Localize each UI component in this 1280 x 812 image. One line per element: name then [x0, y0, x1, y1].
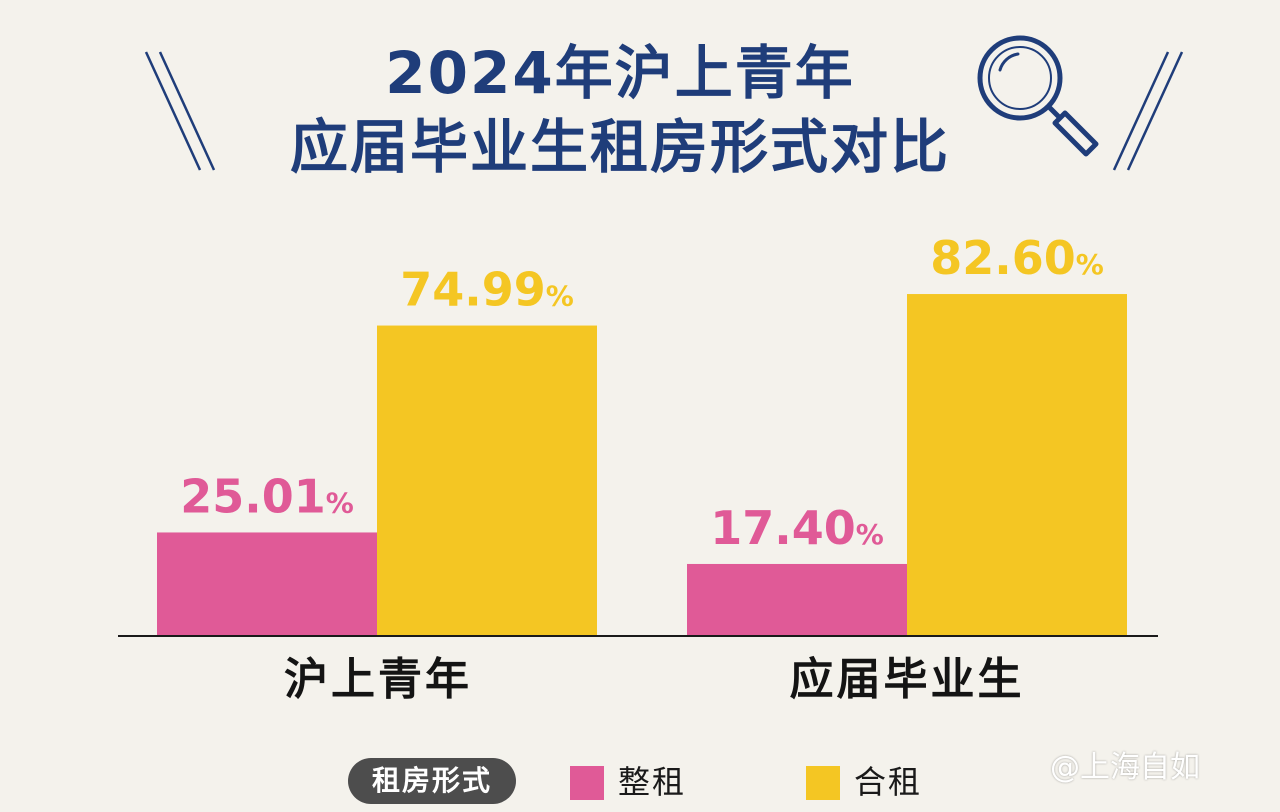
bar-shared-rent-1: [907, 294, 1127, 636]
magnifier-icon: [977, 35, 1099, 157]
data-label-shared-rent-0: 74.99%: [400, 263, 574, 317]
legend-label-shared-rent: 合租: [854, 763, 923, 801]
chart-title-line-2: 应届毕业生租房形式对比: [289, 113, 950, 181]
legend: 租房形式 整租 合租: [348, 758, 998, 808]
bar-whole-rent-1: [687, 563, 907, 636]
legend-swatch-whole-rent: [570, 766, 604, 800]
right-slash-decoration: [1112, 51, 1184, 171]
bar-shared-rent-0: [377, 325, 597, 636]
legend-label-whole-rent: 整租: [618, 763, 687, 801]
left-slash-decoration: [144, 51, 216, 171]
data-label-whole-rent-1: 17.40%: [710, 501, 884, 555]
legend-title: 租房形式: [348, 758, 516, 804]
data-label-shared-rent-1: 82.60%: [930, 231, 1104, 285]
category-label-graduates: 应届毕业生: [789, 654, 1025, 705]
chart-title-line-1: 2024年沪上青年: [385, 39, 855, 107]
data-label-whole-rent-0: 25.01%: [180, 469, 354, 523]
category-label-shanghai-youth: 沪上青年: [284, 654, 472, 705]
watermark: @上海自如: [1050, 750, 1200, 785]
bar-whole-rent-0: [157, 532, 377, 636]
legend-swatch-shared-rent: [806, 766, 840, 800]
